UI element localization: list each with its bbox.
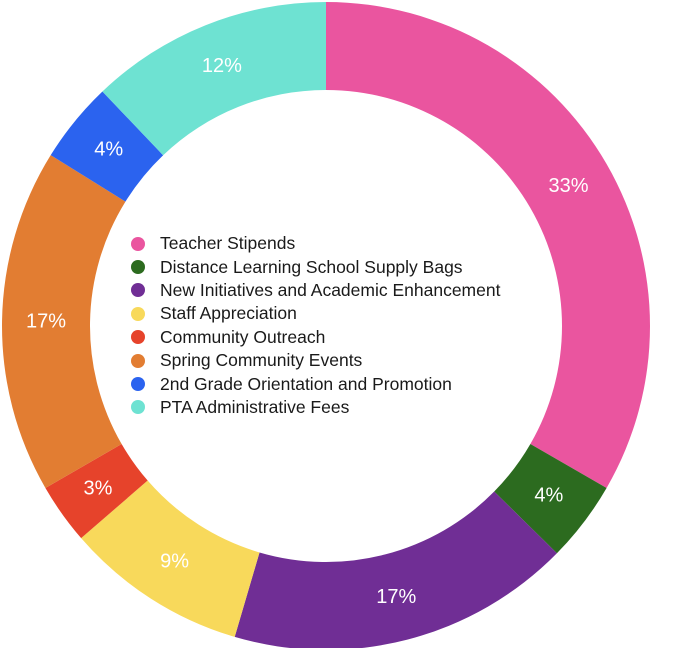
- legend-swatch: [131, 400, 145, 415]
- legend-label: 2nd Grade Orientation and Promotion: [160, 373, 452, 394]
- legend-label: Staff Appreciation: [160, 303, 297, 324]
- slice-4: [81, 480, 260, 637]
- legend-item: Teacher Stipends: [131, 232, 500, 255]
- legend-swatch: [131, 306, 145, 321]
- slice-1: [326, 2, 650, 488]
- legend-item: New Initiatives and Academic Enhancement: [131, 279, 500, 302]
- slice-label-3: 17%: [376, 586, 416, 608]
- legend-item: PTA Administrative Fees: [131, 396, 500, 419]
- legend-item: Staff Appreciation: [131, 302, 500, 325]
- legend-item: Distance Learning School Supply Bags: [131, 255, 500, 278]
- legend-swatch: [131, 283, 145, 298]
- slice-label-5: 3%: [83, 477, 112, 499]
- legend-swatch: [131, 236, 145, 251]
- legend-label: Teacher Stipends: [160, 233, 296, 254]
- legend-swatch: [131, 353, 145, 368]
- legend-item: 2nd Grade Orientation and Promotion: [131, 372, 500, 395]
- legend-swatch: [131, 377, 145, 392]
- slice-label-1: 33%: [548, 175, 588, 197]
- slice-5: [45, 444, 148, 539]
- slice-7: [50, 91, 164, 202]
- slice-label-2: 4%: [534, 485, 563, 507]
- slice-label-6: 17%: [26, 311, 66, 333]
- slice-label-8: 12%: [202, 55, 242, 77]
- donut-slices: [1, 2, 650, 648]
- legend-label: PTA Administrative Fees: [160, 396, 350, 417]
- slice-3: [234, 491, 557, 648]
- legend-item: Community Outreach: [131, 326, 500, 349]
- slice-2: [494, 444, 607, 554]
- legend-swatch: [131, 260, 145, 275]
- legend-label: Distance Learning School Supply Bags: [160, 256, 463, 277]
- legend-swatch: [131, 330, 145, 345]
- slice-label-7: 4%: [94, 138, 123, 160]
- legend-label: Community Outreach: [160, 326, 326, 347]
- legend: Teacher Stipends Distance Learning School…: [131, 232, 500, 419]
- legend-label: Spring Community Events: [160, 350, 363, 371]
- slice-label-4: 9%: [160, 551, 189, 573]
- slice-8: [102, 2, 326, 156]
- legend-label: New Initiatives and Academic Enhancement: [160, 279, 501, 300]
- legend-item: Spring Community Events: [131, 349, 500, 372]
- slice-6: [1, 155, 126, 488]
- slice-labels: 33% 4% 17% 9% 3% 17% 4% 12%: [26, 55, 589, 608]
